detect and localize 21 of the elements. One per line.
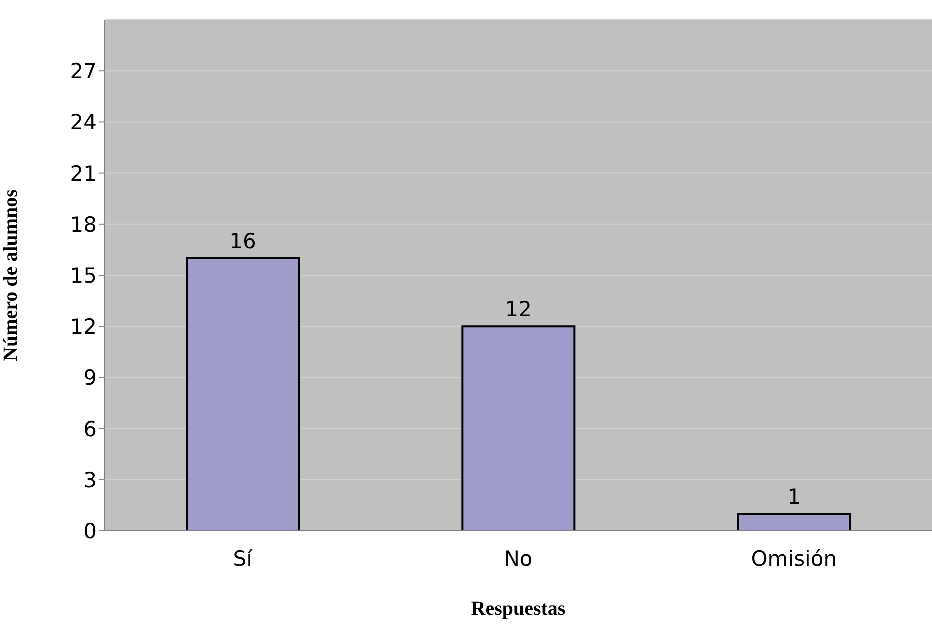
y-tick-label: 24 (70, 110, 97, 135)
y-tick-label: 21 (70, 162, 97, 186)
y-tick-label: 6 (84, 417, 97, 442)
y-tick-label: 3 (84, 468, 97, 492)
bar (186, 257, 300, 531)
data-label: 1 (788, 484, 802, 509)
y-tick-label: 12 (70, 315, 97, 340)
x-axis-title: Respuestas (471, 598, 566, 620)
x-tick-label: Omisión (751, 546, 838, 571)
data-label: 16 (230, 229, 256, 254)
y-tick-label: 15 (70, 264, 97, 288)
y-axis-title: Número de alumnos (0, 189, 22, 362)
y-tick-label: 18 (70, 212, 97, 237)
bar (462, 326, 576, 531)
data-label: 12 (505, 298, 532, 322)
bar (737, 512, 852, 531)
x-tick-label: Sí (233, 546, 254, 571)
y-tick-label: 9 (84, 366, 97, 390)
y-tick-label: 27 (70, 60, 97, 84)
x-tick-label: No (504, 546, 533, 571)
y-tick-label: 0 (84, 519, 97, 544)
